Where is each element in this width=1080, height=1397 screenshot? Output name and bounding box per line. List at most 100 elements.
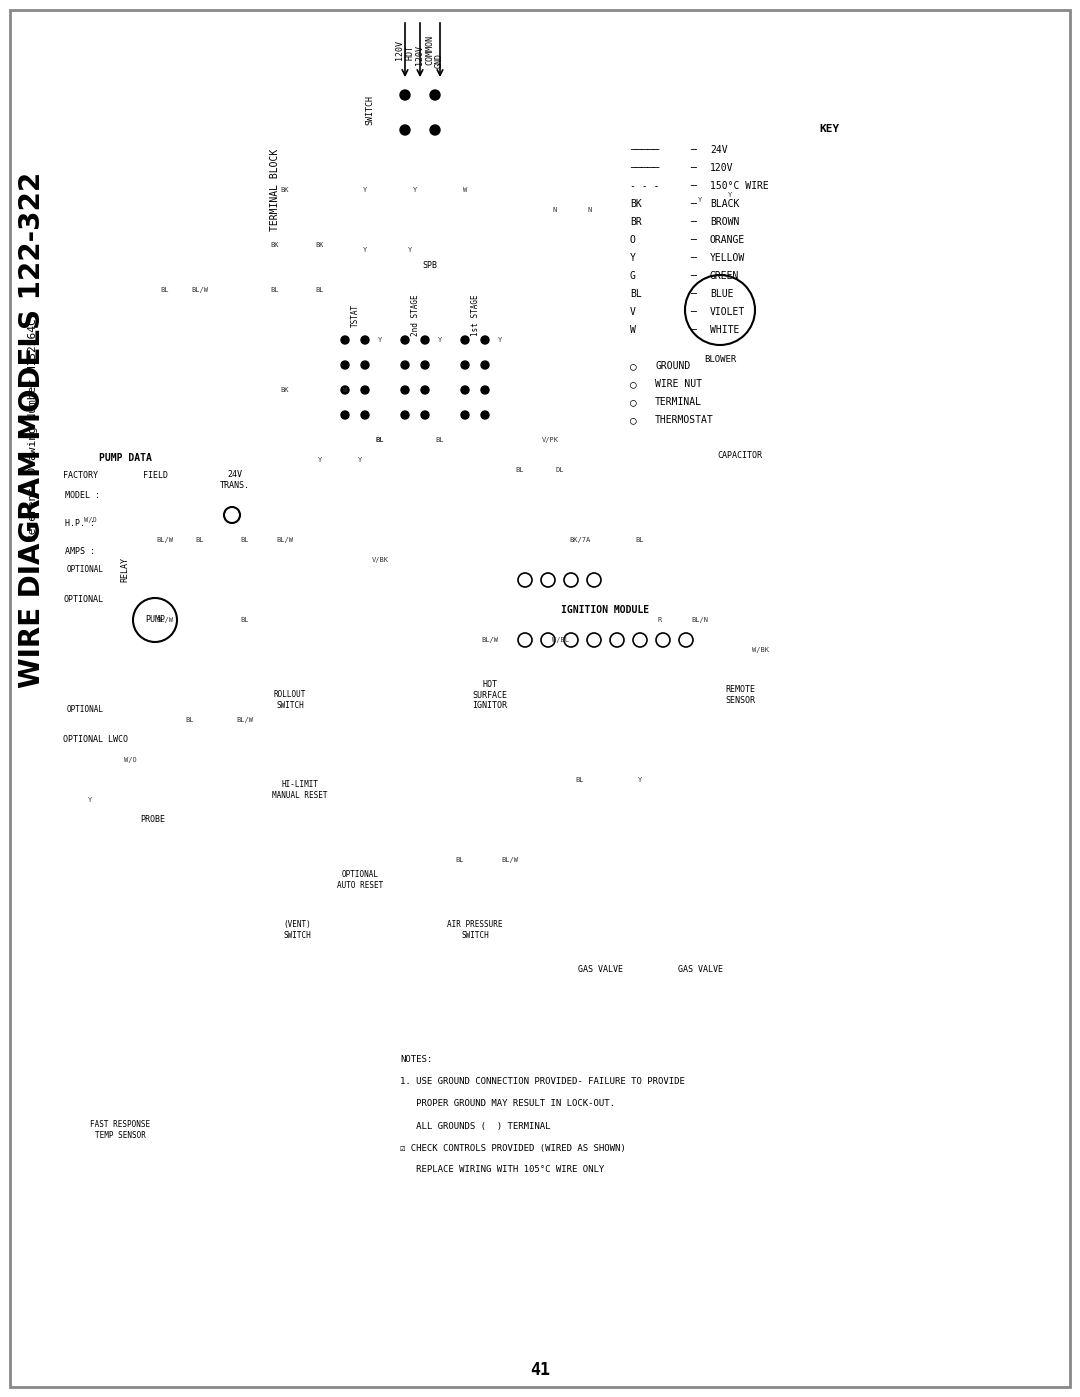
Circle shape [461, 411, 469, 419]
Bar [450, 320, 500, 440]
Circle shape [430, 124, 440, 136]
Text: SWITCH: SWITCH [365, 95, 374, 124]
Text: BL/W: BL/W [276, 536, 294, 543]
Text: Y: Y [363, 247, 367, 253]
Bar [561, 900, 640, 960]
Text: BL: BL [195, 536, 204, 543]
Text: ─: ─ [690, 163, 696, 173]
Text: BLACK: BLACK [710, 198, 740, 210]
Bar [270, 940, 325, 981]
Bar [330, 830, 390, 870]
Text: W: W [463, 187, 468, 193]
Text: AIR PRESSURE
SWITCH: AIR PRESSURE SWITCH [447, 921, 503, 940]
Text: W: W [630, 326, 636, 335]
Text: BROWN: BROWN [710, 217, 740, 226]
Circle shape [361, 386, 369, 394]
Text: IGNITION MODULE: IGNITION MODULE [561, 605, 649, 615]
Text: Y: Y [630, 253, 636, 263]
Circle shape [518, 633, 532, 647]
Circle shape [133, 598, 177, 643]
Text: BLUE: BLUE [710, 289, 733, 299]
Text: GROUND: GROUND [654, 360, 690, 372]
Text: ○: ○ [630, 379, 637, 388]
Text: W/O: W/O [123, 757, 136, 763]
Text: BL/W: BL/W [501, 856, 518, 863]
Text: 1st STAGE: 1st STAGE [471, 295, 480, 335]
Text: GAS VALVE: GAS VALVE [578, 965, 622, 975]
Text: 24V
TRANS.: 24V TRANS. [220, 471, 249, 490]
Bar [80, 1051, 160, 1120]
Bar [60, 450, 190, 467]
Text: TSTAT: TSTAT [351, 303, 360, 327]
Circle shape [400, 124, 410, 136]
Text: V: V [630, 307, 636, 317]
Text: WIRE NUT: WIRE NUT [654, 379, 702, 388]
Bar [620, 120, 1040, 400]
Text: BL: BL [456, 856, 464, 863]
Text: BK: BK [281, 187, 289, 193]
Text: (VENT)
SWITCH: (VENT) SWITCH [283, 921, 311, 940]
Circle shape [361, 337, 369, 344]
Text: ─: ─ [690, 217, 696, 226]
Text: W/BL: W/BL [552, 637, 568, 643]
Bar [390, 320, 440, 440]
Text: GND: GND [435, 53, 444, 67]
Text: BLOWER: BLOWER [704, 355, 737, 365]
Text: BK/7A: BK/7A [569, 536, 591, 543]
Text: ○: ○ [630, 397, 637, 407]
Text: ☑ CHECK CONTROLS PROVIDED (WIRED AS SHOWN): ☑ CHECK CONTROLS PROVIDED (WIRED AS SHOW… [400, 1144, 625, 1153]
Bar [460, 671, 519, 719]
Text: 1. USE GROUND CONNECTION PROVIDED- FAILURE TO PROVIDE: 1. USE GROUND CONNECTION PROVIDED- FAILU… [400, 1077, 685, 1087]
Circle shape [341, 411, 349, 419]
Circle shape [588, 633, 600, 647]
Text: BL: BL [516, 467, 524, 474]
Text: ─: ─ [690, 145, 696, 155]
Text: Y: Y [87, 798, 92, 803]
Text: ALL GROUNDS (  ) TERMINAL: ALL GROUNDS ( ) TERMINAL [400, 1122, 551, 1130]
Circle shape [541, 633, 555, 647]
Text: OPTIONAL: OPTIONAL [67, 705, 104, 714]
Text: Reference Drawing Number M152564C: Reference Drawing Number M152564C [28, 319, 38, 542]
Text: ─: ─ [690, 271, 696, 281]
Circle shape [461, 386, 469, 394]
Text: FAST RESPONSE
TEMP SENSOR: FAST RESPONSE TEMP SENSOR [90, 1120, 150, 1140]
Text: HOT
SURFACE
IGNITOR: HOT SURFACE IGNITOR [473, 680, 508, 710]
Text: Y: Y [638, 777, 643, 782]
Circle shape [461, 360, 469, 369]
Circle shape [481, 360, 489, 369]
Text: N: N [588, 207, 592, 212]
Text: R: R [658, 617, 662, 623]
Circle shape [421, 360, 429, 369]
Text: BR: BR [630, 217, 642, 226]
Circle shape [224, 507, 240, 522]
Bar [140, 529, 200, 610]
Text: BK: BK [630, 198, 642, 210]
Text: 120V
COMMON: 120V COMMON [415, 35, 434, 66]
Text: BL/W: BL/W [482, 637, 499, 643]
Bar [660, 900, 740, 960]
Text: BL: BL [186, 717, 194, 724]
Text: 41: 41 [530, 1361, 550, 1379]
Circle shape [401, 337, 409, 344]
Circle shape [541, 573, 555, 587]
Text: BL/N: BL/N [691, 617, 708, 623]
Text: W/O: W/O [83, 517, 96, 522]
Circle shape [400, 89, 410, 101]
Text: BL: BL [241, 536, 249, 543]
Circle shape [341, 337, 349, 344]
Circle shape [633, 633, 647, 647]
Text: BL/W: BL/W [237, 717, 254, 724]
Text: KEY: KEY [820, 124, 840, 134]
Bar [55, 420, 455, 1120]
Text: Y: Y [498, 337, 502, 344]
Text: BL/W: BL/W [191, 286, 208, 293]
Bar [510, 560, 700, 659]
Circle shape [361, 360, 369, 369]
Text: Y: Y [408, 247, 413, 253]
Circle shape [361, 411, 369, 419]
Bar [60, 450, 190, 570]
Text: Y: Y [413, 187, 417, 193]
Text: OPTIONAL LWCO: OPTIONAL LWCO [63, 735, 129, 745]
Circle shape [461, 337, 469, 344]
Text: ○: ○ [630, 360, 637, 372]
